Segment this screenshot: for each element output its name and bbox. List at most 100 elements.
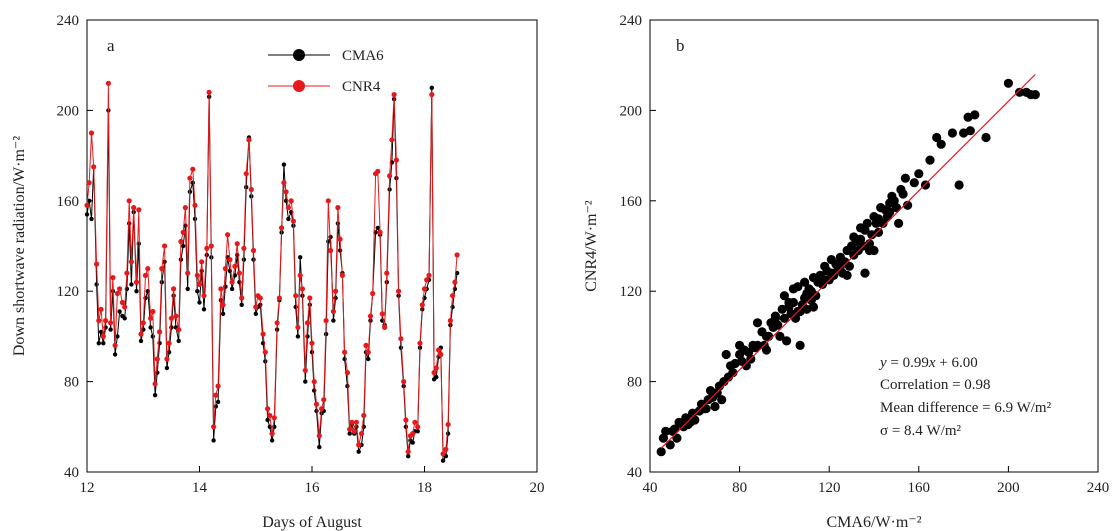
scatter-point [761,331,772,341]
series-cnr4-point [260,331,266,337]
series-cma6-point [293,304,298,310]
series-cnr4-point [347,426,353,432]
panel-b-x-tick-label: 160 [908,480,931,496]
series-cma6-point [328,234,333,240]
series-cnr4-point [353,419,359,425]
panel-b-annotations: y = 0.99x + 6.00 Correlation = 0.98 Mean… [878,355,1052,439]
series-cma6-point [185,286,190,292]
panel-b-y-tick-label: 120 [620,284,643,300]
panel-b-points [656,78,1040,457]
series-cnr4-point [452,279,458,285]
series-cnr4-point [248,186,254,193]
scatter-point [826,255,837,265]
panel-b-y-tick-label: 200 [620,103,643,119]
series-cnr4-point [335,205,341,211]
panel-b-x-tick-label: 80 [732,480,747,496]
legend-cnr4-label: CNR4 [342,79,381,95]
series-cnr4-point [405,449,411,455]
series-cnr4-point [136,207,142,213]
series-cnr4-point [96,318,102,324]
series-cnr4-line [86,83,458,456]
series-cnr4-point [108,320,114,326]
scatter-point [779,313,790,323]
series-cnr4-point [105,80,111,86]
series-cnr4-point [98,306,104,312]
series-cnr4-point [295,324,301,330]
series-cnr4-point [421,286,428,292]
series-cnr4-point [267,412,273,419]
panel-a-lines [84,80,460,463]
series-cma6-point [164,365,170,371]
panel-a-frame [86,19,538,473]
regression-equation: y = 0.99x + 6.00 [878,355,978,371]
series-cma6-point [317,444,322,450]
series-cma6-point [305,334,310,339]
series-cma6-point [309,350,315,355]
series-cnr4-point [288,198,294,204]
scatter-point [947,128,958,138]
series-cma6-point [347,431,352,436]
sigma-annotation: σ = 8.4 W/m² [880,423,962,439]
panel-b-y-tick-label: 40 [627,465,642,481]
series-cnr4-point [208,243,214,249]
series-cnr4-point [194,272,200,278]
series-cnr4-point [166,340,172,346]
series-cma6-point [117,309,122,314]
series-cnr4-point [342,349,348,355]
series-cnr4-point [265,406,271,412]
series-cnr4-point [133,279,140,285]
series-cnr4-point [229,279,235,285]
panel-a-y-tick-label: 40 [64,465,79,481]
series-cnr4-point [356,442,362,448]
series-cnr4-point [91,164,97,170]
scatter-point [721,349,731,360]
series-cma6-point [213,404,218,409]
series-cnr4-point [232,263,238,269]
scatter-point [737,356,747,366]
series-cnr4-point [293,293,299,299]
scatter-point [844,261,855,271]
series-cnr4-point [138,331,144,337]
series-cnr4-point [304,320,311,326]
scatter-point [672,433,682,443]
series-cnr4-point [94,261,100,267]
series-cma6-point [169,325,174,330]
series-cnr4-point [415,424,421,430]
scatter-point [885,207,895,217]
series-cma6-point [112,352,118,357]
scatter-point [1015,87,1025,97]
series-cma6-point [150,334,155,339]
panel-a-y-tick-label: 80 [64,375,79,391]
series-cnr4-point [206,89,212,95]
series-cma6-line [86,87,458,463]
scatter-point [683,419,693,430]
panel-a-axes: 12 14 16 18 20 40 80 120 160 200 240 [57,13,545,496]
series-cnr4-point [114,290,120,297]
series-cma6-point [199,268,204,274]
series-cma6-point [410,440,415,445]
series-cnr4-point [393,157,399,163]
series-cma6-point [333,295,338,301]
series-cnr4-point [297,272,303,278]
series-cnr4-point [283,189,289,195]
scatter-point [1003,78,1014,88]
series-cma6-point [331,318,336,323]
scatter-point [770,313,781,323]
series-cnr4-point [325,198,331,204]
series-cnr4-point [351,428,357,434]
series-cnr4-point [271,415,277,421]
series-cnr4-point [391,92,397,98]
series-cnr4-point [168,315,174,321]
series-cnr4-point [253,304,259,310]
scatter-point [775,331,785,341]
series-cnr4-point [122,304,128,310]
series-cnr4-point [429,92,435,98]
series-cma6-point [237,280,242,285]
series-cma6-point [152,393,158,398]
series-cnr4-point [398,336,404,342]
panel-a-x-tick-label: 12 [80,480,95,496]
scatter-point [761,345,772,355]
series-cnr4-point [285,205,291,211]
mean-difference-annotation: Mean difference = 6.9 W/m² [880,400,1052,416]
panel-b-x-tick-label: 200 [997,480,1020,496]
